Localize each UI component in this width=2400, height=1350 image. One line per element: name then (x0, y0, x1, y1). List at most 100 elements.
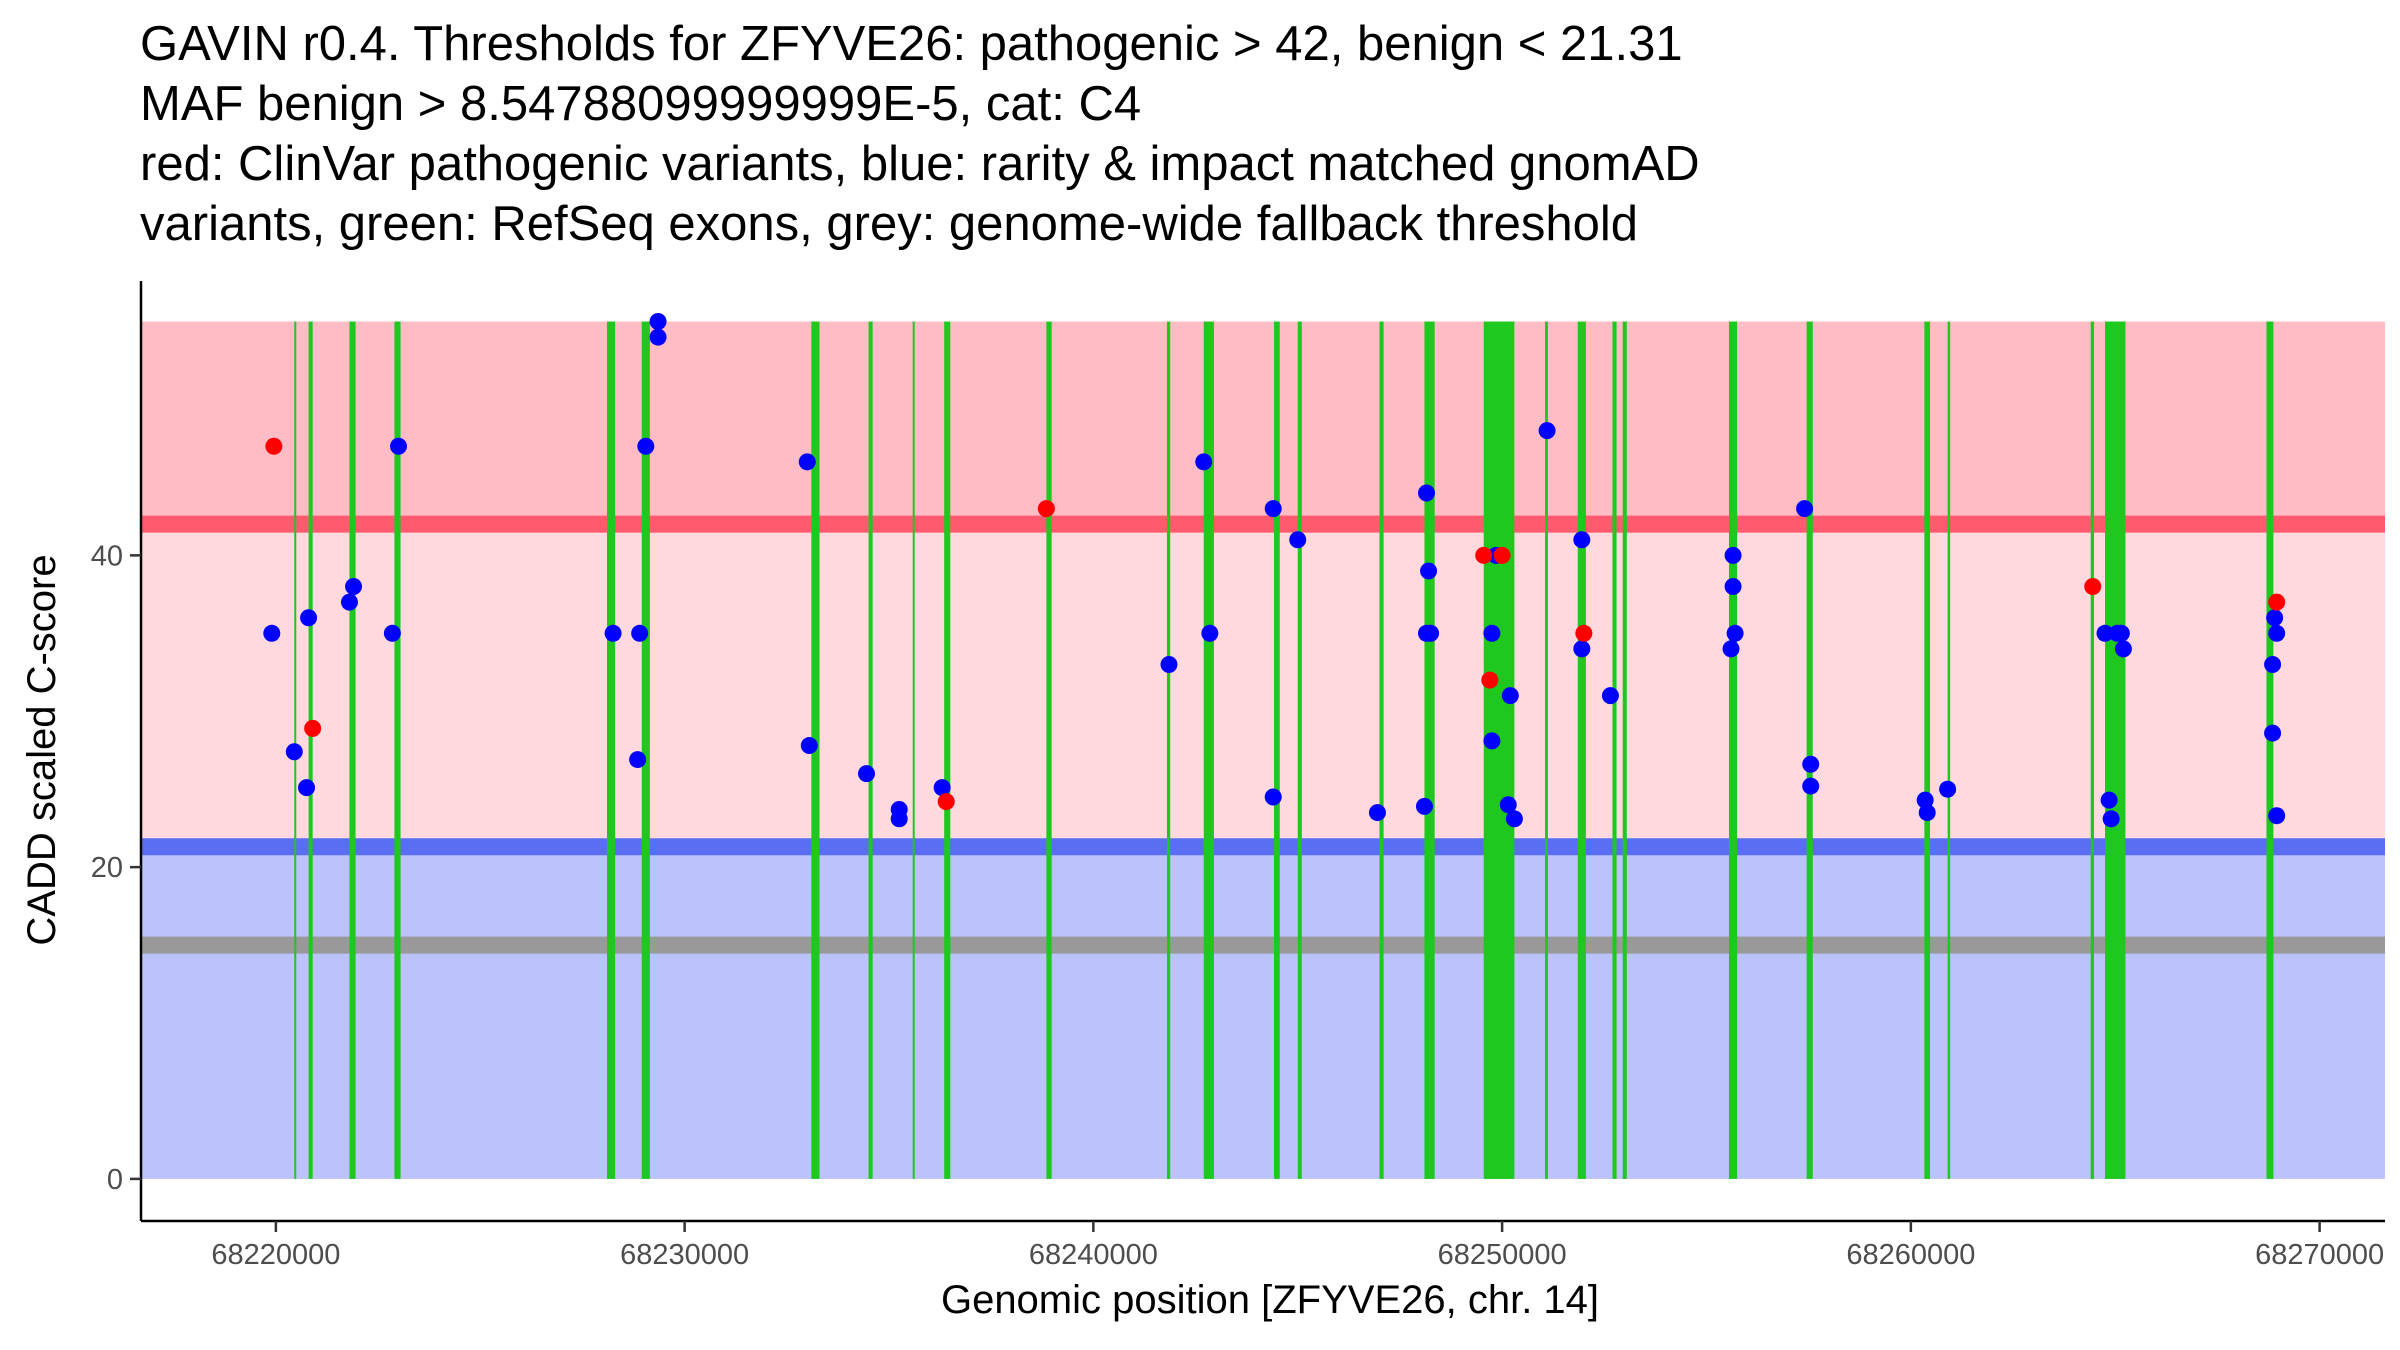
clinvar-point-8 (1575, 624, 1593, 642)
gnomad-point-54 (2100, 791, 2118, 809)
gnomad-point-42 (1601, 687, 1619, 705)
gnomad-point-23 (1201, 624, 1219, 642)
clinvar-point-10 (2268, 593, 2286, 611)
gnomad-point-9 (604, 624, 622, 642)
clinvar-point-1 (265, 437, 283, 455)
gnomad-point-43 (1722, 640, 1740, 658)
gnomad-point-57 (2112, 624, 2130, 642)
pathogenic-zone (141, 321, 2385, 525)
exon-bar-9 (912, 321, 915, 1179)
title-line-2: MAF benign > 8.54788099999999E-5, cat: C… (140, 77, 1142, 131)
gnomad-point-62 (2268, 624, 2286, 642)
variant-points (263, 313, 2286, 828)
exon-bar-15 (1297, 321, 1302, 1179)
gnomad-point-22 (1195, 453, 1213, 471)
gnomad-point-4 (300, 609, 318, 627)
exon-bar-12 (1166, 321, 1171, 1179)
gnomad-point-5 (340, 593, 358, 611)
exon-bar-16 (1379, 321, 1384, 1179)
exon-bar-5 (606, 321, 616, 1179)
gnomad-point-44 (1724, 578, 1742, 596)
exon-bar-23 (1728, 321, 1738, 1179)
gnomad-point-48 (1802, 755, 1820, 773)
x-tick-label-5: 68260000 (1846, 1239, 1975, 1271)
gnomad-point-50 (1916, 791, 1934, 809)
gnomad-point-17 (858, 765, 876, 783)
gnomad-point-10 (629, 751, 647, 769)
exon-bar-6 (641, 321, 650, 1179)
gnomad-point-61 (2266, 609, 2284, 627)
x-tick-label-3: 68240000 (1029, 1239, 1158, 1271)
clinvar-point-4 (1037, 500, 1055, 518)
gnomad-point-8 (390, 437, 408, 455)
gnomad-point-3 (298, 779, 316, 797)
exon-bar-29 (2266, 321, 2274, 1179)
exon-bar-13 (1203, 321, 1214, 1179)
axes: 68220000 68230000 68240000 68250000 68260000… (91, 281, 2385, 1271)
title-line-3: red: ClinVar pathogenic variants, blue: … (140, 137, 1700, 191)
y-tick-label-3: 40 (91, 540, 123, 572)
gnomad-point-14 (649, 328, 667, 346)
gnomad-point-25 (1264, 788, 1282, 806)
exon-bar-26 (1947, 321, 1951, 1179)
title-line-1: GAVIN r0.4. Thresholds for ZFYVE26: path… (140, 17, 1683, 71)
clinvar-point-3 (937, 793, 955, 811)
gnomad-point-52 (1939, 780, 1957, 798)
x-tick-label-2: 68230000 (620, 1239, 749, 1271)
threshold-lines (141, 515, 2385, 954)
gnomad-point-12 (637, 437, 655, 455)
y-tick-label-2: 20 (91, 852, 123, 884)
exon-bar-17 (1424, 321, 1435, 1179)
exon-bar-28 (2105, 321, 2126, 1179)
gnomad-point-29 (1417, 484, 1435, 502)
gnomad-point-32 (1422, 624, 1440, 642)
clinvar-point-5 (1475, 546, 1493, 564)
gnomad-point-51 (1918, 804, 1936, 822)
gnomad-point-46 (1726, 624, 1744, 642)
gnomad-point-49 (1802, 777, 1820, 795)
clinvar-point-2 (304, 719, 322, 737)
exon-bar-18 (1483, 321, 1515, 1179)
gnomad-point-15 (798, 453, 816, 471)
exon-bar-10 (944, 321, 951, 1179)
y-axis-title: CADD scaled C-score (20, 554, 64, 945)
gnomad-point-30 (1420, 562, 1438, 580)
exon-bar-2 (308, 321, 313, 1179)
gnomad-point-16 (800, 737, 818, 755)
x-axis-title: Genomic position [ZFYVE26, chr. 14] (941, 1278, 1599, 1322)
gnomad-point-27 (1368, 804, 1386, 822)
exon-bar-21 (1612, 321, 1617, 1179)
uncertain-zone (141, 524, 2385, 847)
gnomad-point-1 (263, 624, 281, 642)
exon-bar-3 (349, 321, 356, 1179)
gnomad-point-34 (1483, 624, 1501, 642)
gnomad-point-11 (631, 624, 649, 642)
gnomad-point-26 (1289, 531, 1307, 549)
chart-title: GAVIN r0.4. Thresholds for ZFYVE26: path… (140, 14, 2340, 254)
gnomad-point-13 (649, 313, 667, 331)
exon-bar-25 (1924, 321, 1931, 1179)
gnomad-point-7 (383, 624, 401, 642)
gnomad-point-40 (1573, 531, 1591, 549)
gnomad-point-36 (1499, 796, 1517, 814)
gnomad-point-2 (285, 743, 303, 761)
clinvar-point-7 (1493, 546, 1511, 564)
x-tick-label-4: 68250000 (1438, 1239, 1567, 1271)
exon-bar-19 (1545, 321, 1548, 1179)
gnomad-point-37 (1501, 687, 1519, 705)
gnomad-point-41 (1573, 640, 1591, 658)
x-tick-label-6: 68270000 (2255, 1239, 2384, 1271)
benign-zone (141, 846, 2385, 1179)
clinvar-point-9 (2084, 578, 2102, 596)
gnomad-point-59 (2264, 724, 2282, 742)
gnomad-point-21 (1160, 655, 1178, 673)
exon-bar-14 (1274, 321, 1280, 1179)
gnomad-point-20 (933, 779, 951, 797)
exon-bar-20 (1577, 321, 1586, 1179)
exon-bar-27 (2090, 321, 2094, 1179)
clinvar-point-6 (1481, 671, 1499, 689)
title-line-4: variants, green: RefSeq exons, grey: gen… (140, 197, 1639, 251)
gnomad-point-24 (1264, 500, 1282, 518)
exon-bar-11 (1046, 321, 1052, 1179)
